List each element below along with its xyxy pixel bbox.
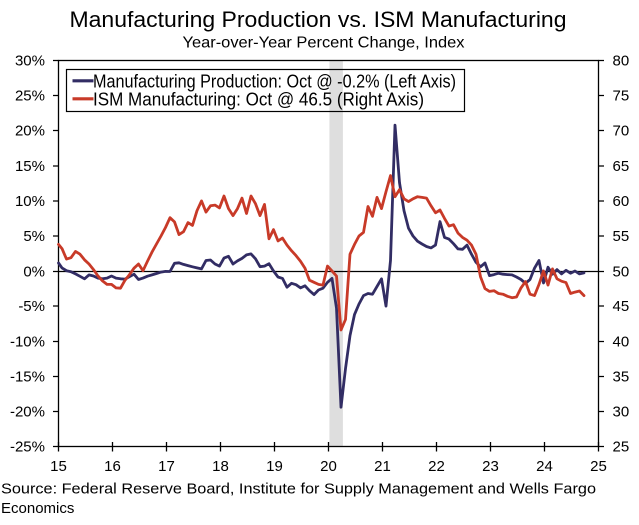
- svg-text:25: 25: [590, 458, 607, 475]
- svg-text:55: 55: [613, 228, 630, 245]
- svg-text:80: 80: [613, 53, 630, 70]
- svg-text:Source: Federal Reserve Board,: Source: Federal Reserve Board, Institute…: [1, 481, 596, 498]
- svg-text:25: 25: [613, 439, 630, 456]
- svg-text:15: 15: [50, 458, 67, 475]
- svg-text:10%: 10%: [15, 193, 45, 210]
- svg-text:75: 75: [613, 88, 630, 105]
- svg-text:Economics: Economics: [1, 500, 74, 517]
- svg-text:0%: 0%: [23, 264, 45, 281]
- svg-text:15%: 15%: [15, 158, 45, 175]
- svg-text:-10%: -10%: [10, 334, 45, 351]
- svg-text:17: 17: [158, 458, 175, 475]
- svg-text:-20%: -20%: [10, 404, 45, 421]
- svg-text:Year-over-Year Percent Change,: Year-over-Year Percent Change, Index: [183, 34, 465, 51]
- svg-text:24: 24: [536, 458, 553, 475]
- svg-text:20: 20: [320, 458, 337, 475]
- svg-text:5%: 5%: [23, 228, 45, 245]
- svg-text:19: 19: [266, 458, 283, 475]
- svg-text:20%: 20%: [15, 123, 45, 140]
- svg-text:ISM Manufacturing: Oct @ 46.5: ISM Manufacturing: Oct @ 46.5 (Right Axi…: [93, 88, 424, 109]
- svg-text:30: 30: [613, 404, 630, 421]
- svg-text:18: 18: [212, 458, 229, 475]
- svg-text:21: 21: [374, 458, 391, 475]
- svg-text:45: 45: [613, 298, 630, 315]
- svg-text:-15%: -15%: [10, 369, 45, 386]
- svg-text:70: 70: [613, 123, 630, 140]
- svg-text:22: 22: [428, 458, 445, 475]
- svg-text:25%: 25%: [15, 88, 45, 105]
- svg-text:16: 16: [104, 458, 121, 475]
- svg-text:23: 23: [482, 458, 499, 475]
- svg-text:65: 65: [613, 158, 630, 175]
- svg-text:Manufacturing Production vs. I: Manufacturing Production vs. ISM Manufac…: [70, 7, 567, 32]
- svg-text:40: 40: [613, 334, 630, 351]
- svg-text:-25%: -25%: [10, 439, 45, 456]
- svg-text:Manufacturing Production: Oct: Manufacturing Production: Oct @ -0.2% (L…: [93, 71, 456, 92]
- svg-text:30%: 30%: [15, 53, 45, 70]
- svg-text:-5%: -5%: [18, 298, 45, 315]
- svg-text:35: 35: [613, 369, 630, 386]
- svg-text:50: 50: [613, 264, 630, 281]
- svg-text:60: 60: [613, 193, 630, 210]
